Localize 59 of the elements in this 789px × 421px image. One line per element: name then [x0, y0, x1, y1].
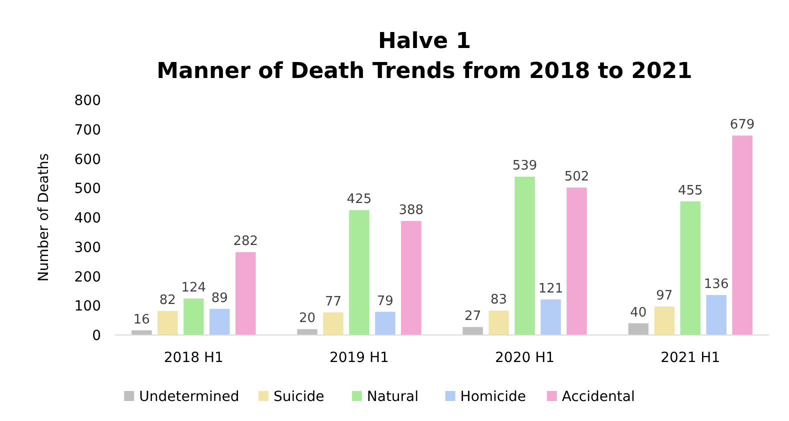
x-tick-label: 2020 H1 [495, 350, 555, 366]
y-tick-label: 600 [74, 152, 101, 168]
bar [540, 299, 561, 335]
data-label: 27 [464, 309, 482, 324]
bar [235, 252, 256, 335]
y-axis-title: Number of Deaths [36, 153, 52, 282]
bar [654, 306, 675, 335]
data-label: 40 [630, 305, 647, 320]
legend-label: Undetermined [139, 389, 240, 405]
y-tick-label: 800 [74, 93, 101, 109]
x-tick-label: 2019 H1 [329, 350, 389, 366]
data-label: 89 [211, 290, 228, 306]
y-tick-label: 700 [74, 122, 101, 138]
data-label: 20 [298, 311, 316, 326]
legend-label: Homicide [460, 389, 526, 405]
x-tick-label: 2021 H1 [660, 350, 720, 366]
data-label: 502 [564, 170, 590, 185]
chart-title: Halve 1 Manner of Death Trends from 2018 to 2021 [156, 29, 692, 84]
bar [488, 310, 509, 335]
bar [297, 329, 318, 335]
legend-label: Suicide [274, 389, 324, 405]
bar [349, 210, 370, 335]
data-label: 124 [181, 280, 206, 296]
bar [158, 310, 178, 335]
bar [184, 298, 204, 335]
y-tick-label: 200 [74, 269, 101, 286]
bar [462, 327, 483, 335]
legend-label: Natural [366, 389, 419, 405]
bar [375, 312, 396, 335]
data-label: 79 [376, 294, 394, 309]
x-tick-label: 2018 H1 [164, 350, 224, 366]
data-label: 83 [490, 292, 508, 308]
data-label: 388 [398, 203, 424, 218]
data-label: 136 [704, 277, 729, 292]
bar [628, 323, 649, 335]
bar [323, 312, 344, 335]
data-label: 77 [324, 294, 342, 310]
legend-label: Accidental [562, 389, 635, 405]
data-label: 16 [133, 312, 150, 328]
data-label: 82 [159, 292, 176, 308]
bar [732, 136, 752, 335]
bar [706, 295, 726, 335]
y-tick-label: 400 [74, 210, 101, 226]
data-label: 282 [233, 234, 258, 250]
data-label: 455 [678, 183, 703, 198]
y-tick-label: 100 [74, 298, 101, 315]
y-tick-label: 0 [92, 328, 101, 344]
data-label: 121 [538, 281, 564, 296]
data-label: 97 [656, 288, 673, 304]
data-label: 425 [346, 192, 372, 208]
data-label: 679 [730, 118, 755, 133]
bar [680, 201, 700, 335]
y-tick-label: 500 [74, 181, 101, 198]
bar [514, 176, 535, 335]
bar [566, 188, 587, 335]
data-label: 539 [512, 158, 538, 174]
bar [401, 221, 422, 335]
bar [209, 308, 230, 335]
y-tick-label: 300 [74, 240, 101, 256]
